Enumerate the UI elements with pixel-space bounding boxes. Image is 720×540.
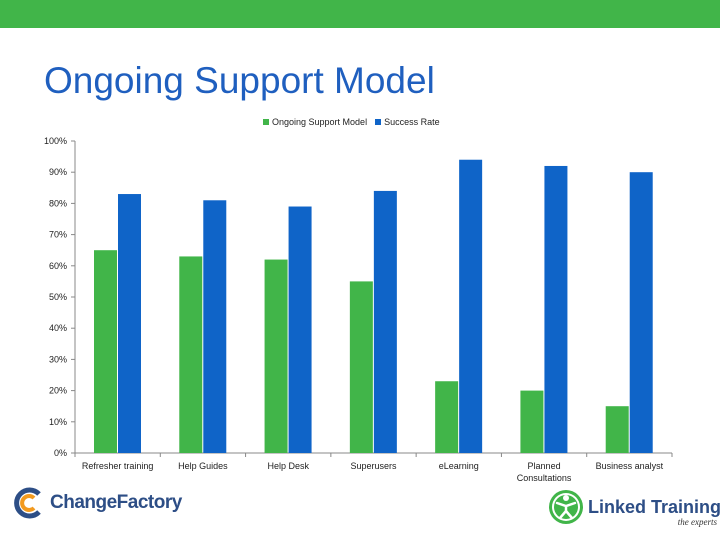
linked-training-tagline: the experts [677, 516, 718, 527]
y-tick-label: 70% [49, 230, 67, 240]
bar-ongoing-support [264, 259, 288, 453]
legend-label-success-rate: Success Rate [384, 117, 440, 127]
bar-ongoing-support [179, 256, 203, 453]
bar-success-rate [373, 190, 397, 454]
y-tick-label: 20% [49, 386, 67, 396]
bar-ongoing-support [520, 390, 544, 453]
x-category-label: Refresher training [82, 461, 154, 471]
bar-success-rate [459, 159, 483, 453]
bar-success-rate [203, 200, 227, 453]
y-tick-label: 60% [49, 261, 67, 271]
linked-training-text: Linked Training the experts [588, 496, 720, 527]
legend-swatch-ongoing-support [263, 119, 269, 125]
y-tick-label: 100% [44, 136, 67, 146]
legend-swatch-success-rate [375, 119, 382, 125]
bar-success-rate [118, 194, 141, 454]
bar-ongoing-support [94, 250, 117, 453]
bar-success-rate [288, 206, 312, 453]
y-tick-label: 30% [49, 354, 67, 364]
y-tick-label: 40% [49, 323, 67, 333]
slide-title: Ongoing Support Model [44, 60, 435, 101]
bar-success-rate [544, 165, 568, 453]
x-category-label: Planned [528, 461, 561, 471]
bar-ongoing-support [435, 381, 459, 453]
y-tick-label: 80% [49, 198, 67, 208]
changefactory-wordmark: ChangeFactory [50, 492, 182, 513]
legend-item-success-rate: Success Rate [375, 117, 440, 127]
x-category-label: Superusers [350, 461, 397, 471]
bar-success-rate [629, 172, 653, 453]
linked-training-wordmark: Linked Training [588, 496, 720, 517]
x-category-label: Business analyst [596, 461, 664, 471]
changefactory-mark-icon [14, 487, 41, 519]
x-category-label: Consultations [517, 473, 572, 483]
bar-ongoing-support [349, 281, 373, 453]
linked-training-logo: Linked Training the experts [548, 489, 720, 527]
legend-item-ongoing-support: Ongoing Support Model [263, 117, 367, 127]
chart-legend: Ongoing Support Model Success Rate [263, 115, 448, 129]
x-category-label: eLearning [439, 461, 479, 471]
y-tick-label: 50% [49, 292, 67, 302]
legend-label-ongoing-support: Ongoing Support Model [272, 117, 368, 127]
y-tick-label: 0% [54, 448, 67, 458]
bar-ongoing-support [605, 406, 629, 453]
top-accent-bar [0, 0, 720, 28]
linked-training-figure-icon [549, 490, 583, 524]
changefactory-logo: ChangeFactory [12, 486, 182, 520]
y-tick-label: 10% [49, 417, 67, 427]
y-tick-label: 90% [49, 167, 67, 177]
x-category-label: Help Desk [267, 461, 309, 471]
x-category-label: Help Guides [178, 461, 228, 471]
